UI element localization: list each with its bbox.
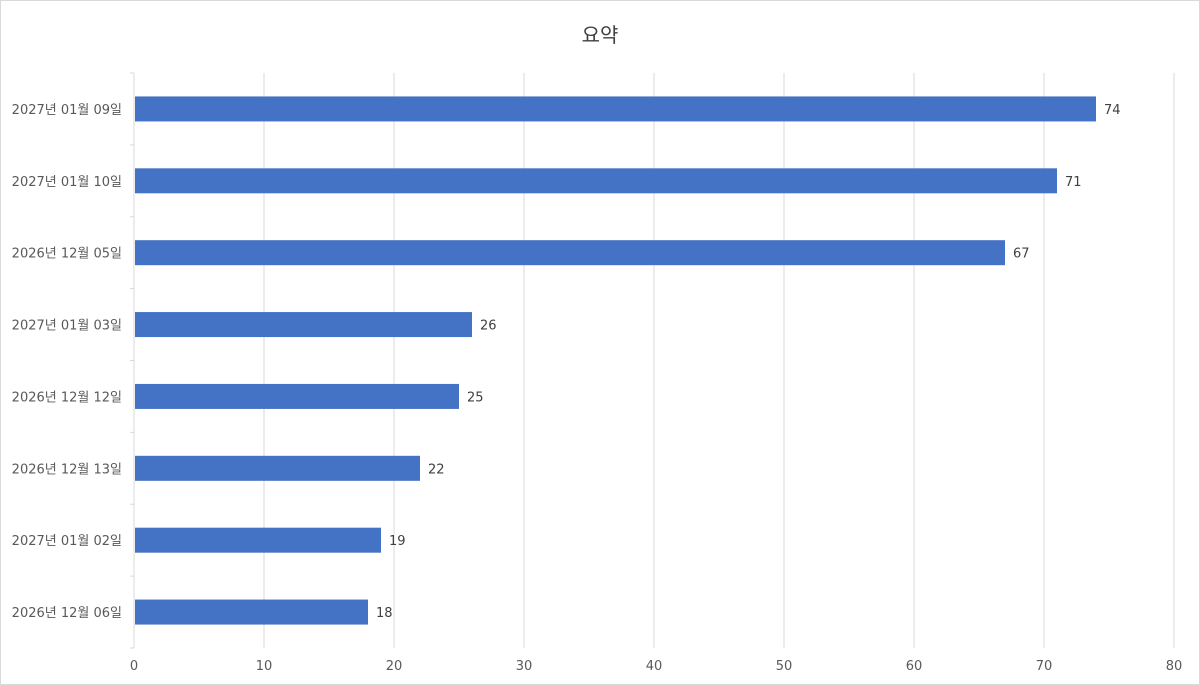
bar[interactable] (135, 599, 368, 625)
bar[interactable] (135, 96, 1096, 122)
bar[interactable] (135, 312, 472, 338)
x-tick-label: 30 (516, 659, 533, 674)
data-label: 25 (467, 390, 484, 405)
x-tick-label: 40 (646, 659, 663, 674)
bar[interactable] (135, 240, 1005, 266)
category-label: 2026년 12월 05일 (12, 247, 122, 262)
data-label: 19 (389, 534, 406, 549)
category-label: 2027년 01월 02일 (12, 534, 122, 549)
category-label: 2027년 01월 10일 (12, 175, 122, 190)
chart-title: 요약 (581, 23, 619, 47)
x-tick-label: 20 (386, 659, 403, 674)
category-label: 2026년 12월 06일 (12, 606, 122, 621)
bar[interactable] (135, 527, 381, 553)
x-tick-label: 10 (256, 659, 273, 674)
category-label: 2026년 12월 13일 (12, 462, 122, 477)
data-label: 74 (1104, 103, 1121, 118)
x-tick-label: 70 (1036, 659, 1053, 674)
bar[interactable] (135, 455, 420, 481)
x-tick-label: 50 (776, 659, 793, 674)
category-label: 2027년 01월 09일 (12, 103, 122, 118)
x-tick-label: 60 (906, 659, 923, 674)
data-label: 26 (480, 319, 497, 334)
bar[interactable] (135, 383, 459, 409)
x-tick-label: 0 (130, 659, 138, 674)
bar[interactable] (135, 168, 1057, 194)
category-label: 2027년 01월 03일 (12, 319, 122, 334)
data-label: 22 (428, 462, 445, 477)
data-label: 18 (376, 606, 393, 621)
x-tick-label: 80 (1166, 659, 1183, 674)
data-label: 71 (1065, 175, 1082, 190)
category-label: 2026년 12월 12일 (12, 390, 122, 405)
data-label: 67 (1013, 247, 1030, 262)
